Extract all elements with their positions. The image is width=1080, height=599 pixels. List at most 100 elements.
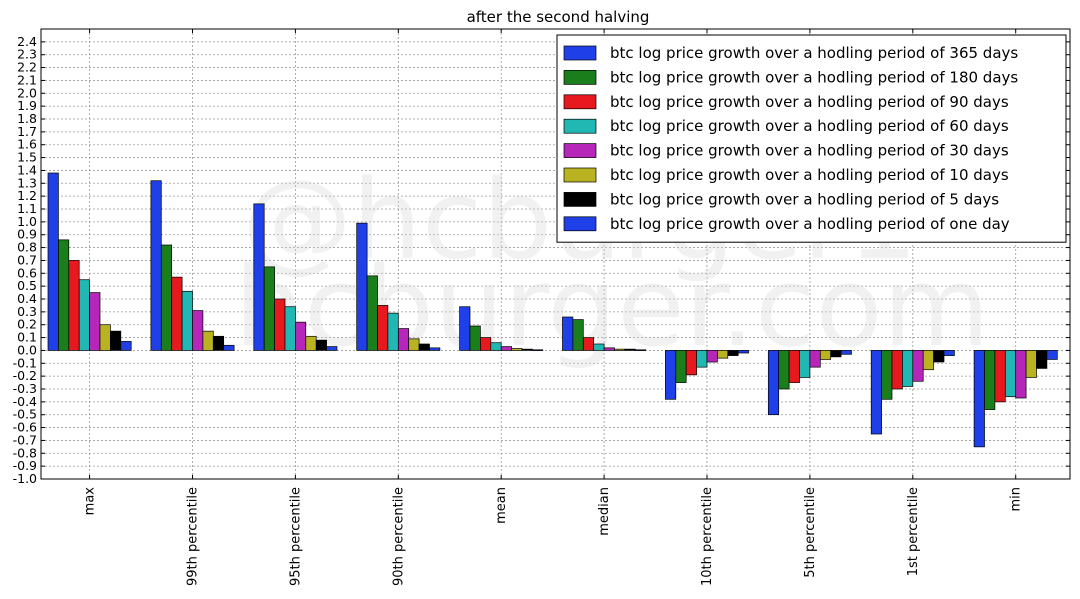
- y-tick-label: 0.3: [17, 304, 37, 319]
- bar: [593, 343, 605, 351]
- bar: [377, 305, 389, 351]
- bar: [706, 350, 718, 363]
- bar: [624, 348, 636, 351]
- bar: [830, 350, 842, 358]
- bar: [767, 350, 780, 416]
- y-tick-label: 1.6: [17, 137, 37, 152]
- y-tick-label: -0.1: [13, 355, 37, 370]
- y-tick-label: 2.3: [17, 47, 37, 62]
- bar: [110, 330, 122, 351]
- bar: [675, 350, 687, 383]
- y-tick-label: 2.2: [17, 60, 37, 75]
- x-tick-label: 99th percentile: [186, 487, 201, 586]
- bar: [1025, 350, 1037, 378]
- bar: [511, 348, 523, 351]
- bar: [120, 341, 132, 351]
- legend: btc log price growth over a hodling peri…: [556, 34, 1067, 243]
- bar: [171, 276, 183, 351]
- bar: [634, 349, 647, 351]
- bar: [973, 350, 985, 448]
- legend-label: btc log price growth over a hodling peri…: [610, 68, 1018, 86]
- bar: [532, 349, 544, 351]
- bar: [58, 239, 70, 351]
- legend-swatch: [563, 94, 597, 110]
- x-tick-label: 5th percentile: [803, 487, 818, 578]
- plot-frame: [40, 28, 1071, 480]
- bar: [614, 348, 626, 351]
- x-tick-label: 10th percentile: [700, 487, 715, 586]
- y-tick-label: 0.5: [17, 278, 37, 293]
- bar: [809, 350, 821, 368]
- y-tick-label: 1.8: [17, 111, 37, 126]
- bar: [572, 319, 584, 351]
- y-tick-label: 2.1: [17, 72, 37, 87]
- bar: [994, 350, 1006, 403]
- bar: [78, 279, 90, 351]
- y-tick-label: 0.1: [17, 330, 37, 345]
- y-tick-label: 0.2: [17, 317, 37, 332]
- y-tick-label: 1.7: [17, 124, 37, 139]
- bars: [47, 172, 1058, 448]
- bar: [366, 275, 378, 351]
- bar: [418, 343, 430, 351]
- x-tick-label: 90th percentile: [391, 487, 406, 586]
- bar: [840, 350, 852, 355]
- legend-swatch: [563, 216, 597, 232]
- bar: [181, 290, 193, 351]
- bar: [99, 324, 111, 351]
- y-tick-label: 0.6: [17, 265, 37, 280]
- y-tick-label: -0.2: [13, 368, 37, 383]
- y-tick-label: 1.0: [17, 214, 37, 229]
- x-tick-label: mean: [494, 487, 509, 524]
- bar: [582, 337, 595, 351]
- y-tick-label: 1.5: [17, 150, 37, 165]
- bar: [891, 350, 903, 390]
- y-tick-label: -0.4: [13, 394, 37, 409]
- bar: [68, 260, 80, 351]
- legend-label: btc log price growth over a hodling peri…: [610, 166, 1009, 184]
- bar: [223, 344, 235, 351]
- legend-swatch: [563, 118, 597, 134]
- bar: [387, 312, 399, 351]
- bar: [326, 346, 338, 351]
- bar: [469, 325, 481, 351]
- x-tick-label: 95th percentile: [288, 487, 303, 586]
- y-tick-label: -0.3: [13, 381, 37, 396]
- bar: [192, 310, 204, 351]
- x-tick-label: max: [83, 487, 98, 516]
- legend-swatch: [563, 143, 597, 158]
- legend-swatch: [563, 167, 597, 183]
- bar: [490, 342, 502, 351]
- y-tick-label: -0.7: [13, 432, 37, 447]
- y-axis: -1.0-0.9-0.8-0.7-0.6-0.5-0.4-0.3-0.2-0.1…: [13, 34, 1070, 486]
- y-tick-label: 0.8: [17, 240, 37, 255]
- y-tick-label: -1.0: [13, 471, 37, 486]
- y-tick-label: -0.8: [13, 445, 37, 460]
- legend-box: [556, 34, 1067, 243]
- legend-label: btc log price growth over a hodling peri…: [610, 44, 1018, 62]
- y-tick-label: 1.9: [17, 98, 37, 113]
- bar: [253, 203, 265, 351]
- bar: [263, 266, 275, 351]
- bar: [943, 350, 955, 356]
- bar: [737, 350, 749, 354]
- bar: [295, 321, 307, 351]
- y-tick-label: 0.0: [17, 342, 37, 357]
- bar: [47, 172, 59, 351]
- legend-label: btc log price growth over a hodling peri…: [610, 93, 1009, 111]
- bar: [870, 350, 882, 435]
- bar: [500, 346, 512, 351]
- bar: [603, 347, 615, 351]
- bar: [315, 339, 327, 351]
- y-tick-label: 0.4: [17, 291, 37, 306]
- bar: [459, 306, 471, 351]
- chart-title: after the second halving: [467, 8, 650, 26]
- y-tick-label: -0.5: [13, 407, 37, 422]
- bar: [819, 350, 832, 360]
- bar: [356, 222, 368, 351]
- bar: [881, 350, 893, 400]
- bar: [717, 350, 729, 359]
- bar: [150, 180, 162, 351]
- bar: [799, 350, 811, 378]
